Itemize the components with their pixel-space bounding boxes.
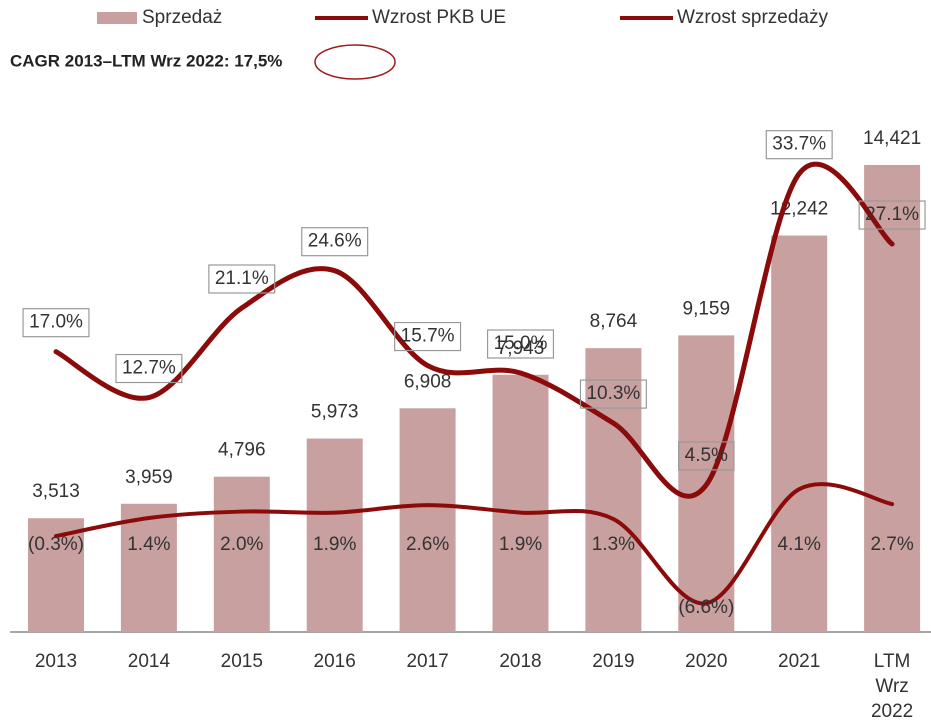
bar bbox=[771, 235, 828, 633]
line-value-label: 2.7% bbox=[870, 534, 913, 555]
line-value-label: 2.0% bbox=[220, 534, 263, 555]
x-tick-label: 2014 bbox=[128, 651, 171, 672]
x-tick-label: 2016 bbox=[314, 651, 356, 672]
line-value-label: 1.4% bbox=[127, 534, 170, 555]
bar-value-label: 5,973 bbox=[311, 402, 359, 423]
x-tick-label: 2013 bbox=[35, 651, 77, 672]
line-value-label: 1.9% bbox=[313, 534, 356, 555]
x-tick-label: LTM Wrz 2022 bbox=[871, 651, 913, 722]
bar bbox=[306, 438, 363, 632]
bar bbox=[864, 164, 921, 632]
x-tick-label: 2021 bbox=[778, 651, 820, 672]
line-value-label: 12.7% bbox=[122, 358, 176, 379]
label-box bbox=[486, 329, 555, 359]
chart-subtitle: CAGR 2013–LTM Wrz 2022: 17,5% bbox=[10, 51, 282, 70]
x-tick-label: 2018 bbox=[499, 651, 541, 672]
line-value-label: 33.7% bbox=[772, 134, 826, 155]
line-value-label: 24.6% bbox=[308, 231, 362, 252]
legend-label: Wzrost PKB UE bbox=[372, 7, 506, 28]
line-value-label: 15.7% bbox=[401, 326, 455, 347]
label-box bbox=[22, 308, 90, 338]
label-box bbox=[115, 353, 183, 384]
bar-value-label: 4,796 bbox=[218, 440, 266, 461]
line-value-label: 21.1% bbox=[215, 268, 269, 289]
bar-value-label: 7,943 bbox=[497, 338, 545, 359]
line-value-label: 15.0% bbox=[494, 333, 548, 354]
label-box bbox=[394, 321, 462, 352]
bar bbox=[492, 374, 549, 632]
bar bbox=[120, 503, 177, 632]
legend-label: Wzrost sprzedaży bbox=[677, 7, 828, 28]
bar bbox=[399, 408, 456, 632]
line bbox=[54, 482, 895, 606]
highlight-circle bbox=[314, 44, 396, 80]
line-value-label: 27.1% bbox=[865, 204, 919, 225]
line bbox=[53, 161, 895, 499]
label-box bbox=[765, 130, 833, 160]
label-box bbox=[208, 264, 276, 294]
legend-label: Sprzedaż bbox=[142, 7, 222, 28]
bar-value-label: 9,159 bbox=[683, 298, 731, 319]
line-value-label: (6.6%) bbox=[678, 597, 734, 618]
bar-value-label: 3,959 bbox=[125, 467, 173, 488]
line-value-label: (0.3%) bbox=[28, 534, 84, 555]
label-box bbox=[858, 200, 926, 230]
legend-swatch bbox=[97, 12, 137, 24]
label-box bbox=[579, 379, 647, 409]
line-value-label: 1.9% bbox=[499, 534, 542, 555]
label-box bbox=[301, 227, 369, 257]
line-value-label: 10.3% bbox=[586, 383, 640, 404]
label-box bbox=[678, 441, 735, 471]
line-value-label: 1.3% bbox=[592, 534, 635, 555]
bar-value-label: 14,421 bbox=[863, 128, 921, 149]
bar bbox=[213, 476, 270, 632]
bar-value-label: 6,908 bbox=[404, 371, 452, 392]
x-tick-label: 2017 bbox=[406, 651, 448, 672]
bar bbox=[585, 348, 642, 632]
bar-value-label: 3,513 bbox=[32, 481, 80, 502]
line-value-label: 2.6% bbox=[406, 534, 449, 555]
line-value-label: 4.5% bbox=[685, 445, 728, 466]
x-tick-label: 2020 bbox=[685, 651, 727, 672]
bar-value-label: 8,764 bbox=[590, 311, 638, 332]
x-tick-label: 2019 bbox=[592, 651, 634, 672]
line-value-label: 17.0% bbox=[29, 312, 83, 333]
line-value-label: 4.1% bbox=[778, 534, 821, 555]
x-tick-label: 2015 bbox=[221, 651, 263, 672]
